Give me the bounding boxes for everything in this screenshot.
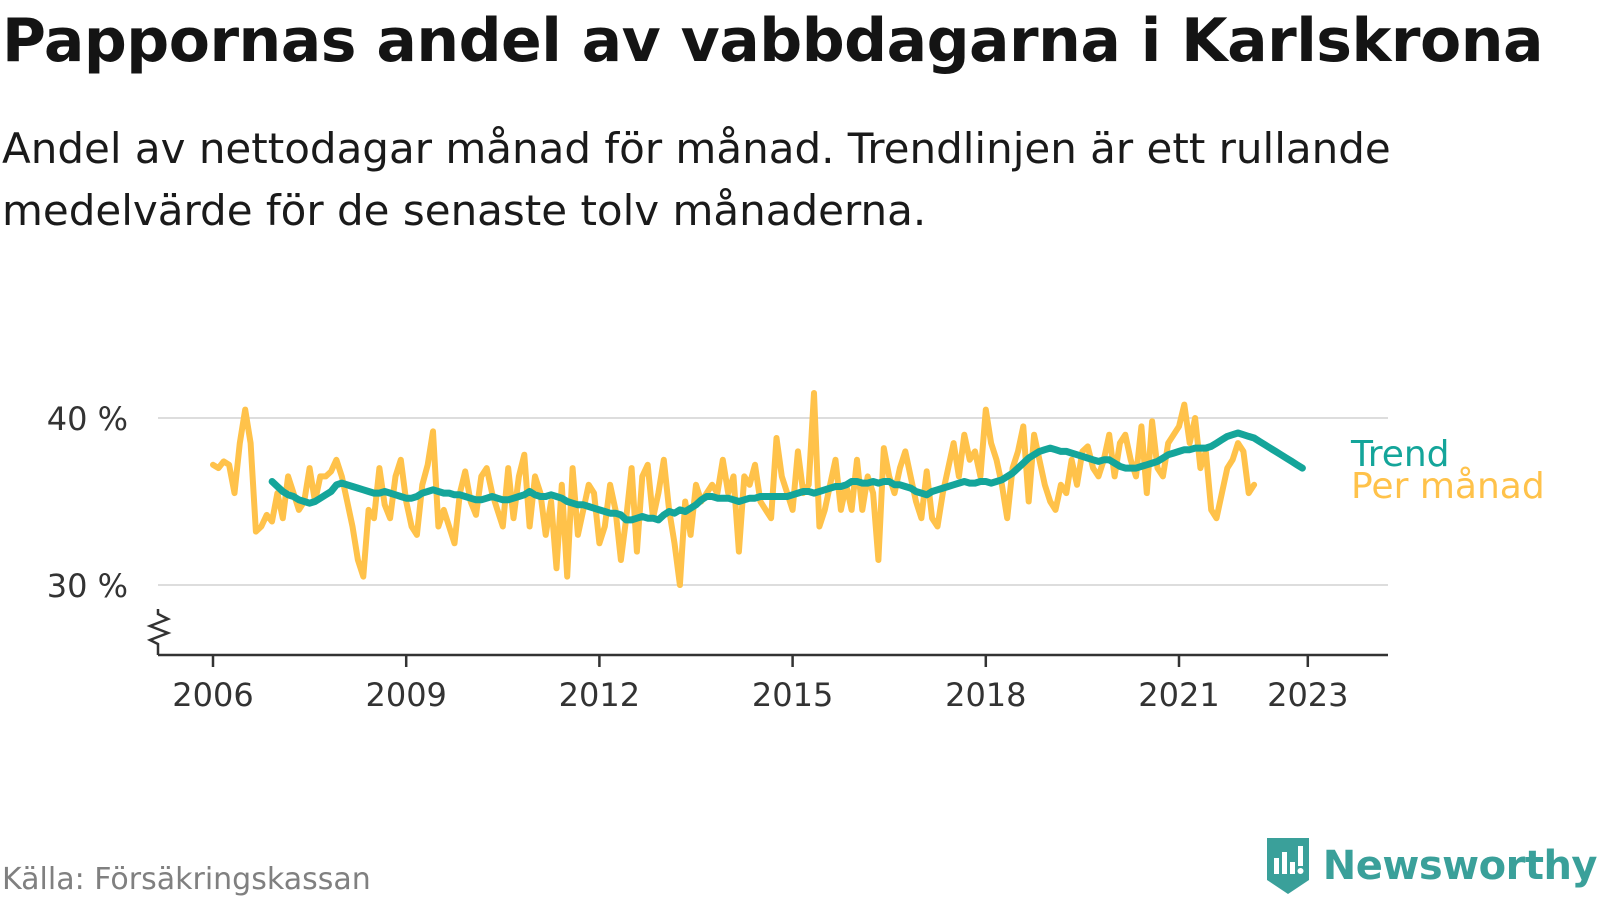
newsworthy-logo-icon: [1266, 838, 1309, 894]
series: [210, 390, 1306, 588]
trend-label: Trend: [1350, 434, 1450, 475]
source-note: Källa: Försäkringskassan: [2, 862, 371, 897]
y-tick-label: 30 %: [47, 567, 128, 605]
monthly-label: Per månad: [1351, 466, 1545, 507]
y-tick-label: 40 %: [47, 400, 128, 438]
x-tick-label: 2009: [365, 676, 446, 714]
x-tick-label: 2023: [1267, 676, 1348, 714]
x-tick-label: 2018: [945, 676, 1026, 714]
axis-break-icon: [146, 609, 172, 655]
axes: 30 % 40 % 2006 2009 2012 2015 2018 2021 2023: [47, 400, 1388, 714]
brand[interactable]: Newsworthy: [1263, 836, 1598, 896]
x-tick-label: 2021: [1138, 676, 1219, 714]
chart-title: Pappornas andel av vabbdagarna i Karlskr…: [2, 6, 1543, 76]
x-tick-label: 2012: [559, 676, 640, 714]
monthly-line: [210, 390, 1258, 588]
x-tick-label: 2006: [172, 676, 253, 714]
chart-subtitle: Andel av nettodagar månad för månad. Tre…: [2, 124, 1391, 235]
trend-line: [268, 429, 1306, 524]
x-tick-label: 2015: [752, 676, 833, 714]
brand-name: Newsworthy: [1322, 843, 1598, 889]
